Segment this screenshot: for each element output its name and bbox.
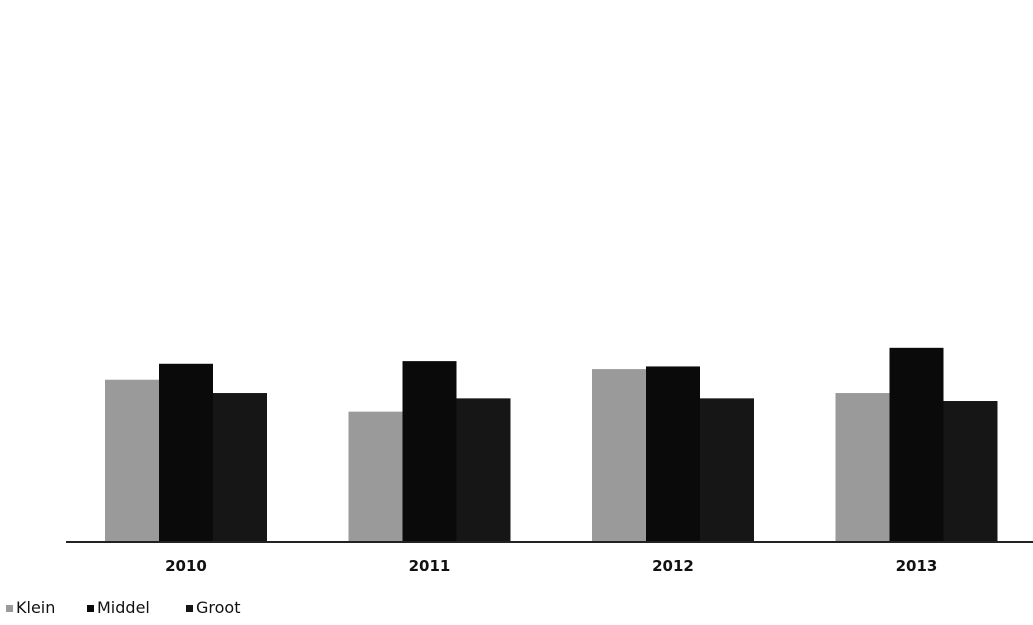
legend-marker-klein [6,605,13,612]
legend-label-klein: Klein [16,598,55,617]
bar-groot-2011 [456,398,511,542]
legend-marker-middel [87,605,94,612]
legend-label-middel: Middel [97,598,150,617]
x-tick-label-2013: 2013 [896,557,938,575]
legend-marker-groot [186,605,193,612]
x-tick-label-2010: 2010 [165,557,207,575]
bar-groot-2012 [700,398,754,542]
bar-klein-2012 [592,369,646,542]
x-tick-label-2011: 2011 [409,557,451,575]
bar-middel-2012 [646,366,700,542]
bars-layer [105,347,998,542]
bar-groot-2013 [943,401,998,542]
legend-label-groot: Groot [196,598,240,617]
bar-klein-2011 [348,411,403,542]
legend: Klein Middel Groot [6,598,240,617]
bar-middel-2010 [159,363,213,542]
bar-middel-2013 [889,347,944,542]
x-tick-label-2012: 2012 [652,557,694,575]
bar-klein-2013 [835,393,890,542]
bar-groot-2010 [213,393,267,542]
bar-klein-2010 [105,379,159,542]
bar-middel-2011 [402,361,457,542]
x-tick-labels: 2010 2011 2012 2013 [165,557,937,575]
